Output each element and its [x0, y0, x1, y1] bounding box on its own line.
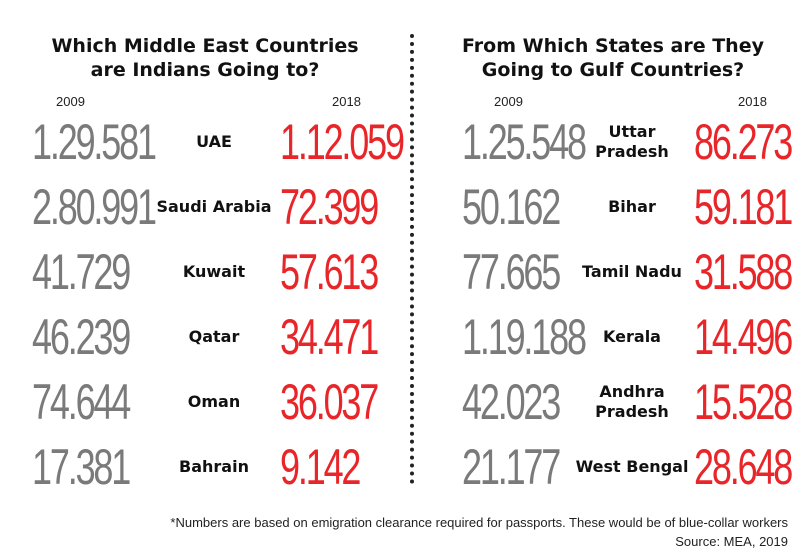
right-year-2018-header: 2018 — [738, 94, 767, 109]
source-text: Source: MEA, 2019 — [675, 534, 788, 549]
row-label: Kerala — [568, 305, 696, 369]
table-row: 21.177 West Bengal 28.648 — [418, 435, 803, 499]
row-label-line: Kerala — [603, 327, 661, 346]
row-label-line: UAE — [196, 132, 232, 151]
right-year-2009-header: 2009 — [494, 94, 523, 109]
row-label-line: Pradesh — [595, 142, 669, 161]
value-2018: 9.142 — [280, 439, 361, 495]
row-label: Bahrain — [150, 435, 278, 499]
row-label-line: Bihar — [608, 197, 656, 216]
footnote: *Numbers are based on emigration clearan… — [20, 513, 788, 551]
row-label-line: Kuwait — [182, 262, 246, 281]
value-2009: 17.381 — [32, 439, 131, 495]
right-title-line-2: Going to Gulf Countries? — [481, 59, 745, 81]
row-label: Andhra Pradesh — [568, 370, 696, 434]
value-2009: 46.239 — [32, 309, 131, 365]
left-year-2018-header: 2018 — [332, 94, 361, 109]
table-row: 41.729 Kuwait 57.613 — [10, 240, 400, 304]
value-2009: 50.162 — [462, 179, 561, 235]
row-label-line: Qatar — [188, 327, 240, 346]
row-label: UAE — [150, 110, 278, 174]
value-2018: 86.273 — [694, 114, 793, 170]
dotted-divider — [410, 34, 414, 484]
row-label-line: West Bengal — [575, 457, 689, 476]
row-label-line: Pradesh — [595, 402, 669, 421]
right-table-title: From Which States are They Going to Gulf… — [418, 34, 803, 82]
table-row: 1.19.188 Kerala 14.496 — [418, 305, 803, 369]
left-title-line-1: Which Middle East Countries — [51, 35, 359, 57]
table-row: 17.381 Bahrain 9.142 — [10, 435, 400, 499]
row-label: Saudi Arabia — [150, 175, 278, 239]
value-2018: 57.613 — [280, 244, 379, 300]
left-year-2009-header: 2009 — [56, 94, 85, 109]
value-2018: 28.648 — [694, 439, 793, 495]
table-row: 1.29.581 UAE 1.12.059 — [10, 110, 405, 174]
row-label-line: Uttar — [608, 122, 656, 141]
row-label-line: Tamil Nadu — [582, 262, 682, 281]
value-2009: 2.80.991 — [32, 179, 157, 235]
table-row: 50.162 Bihar 59.181 — [418, 175, 803, 239]
right-title-line-1: From Which States are They — [462, 35, 764, 57]
value-2018: 72.399 — [280, 179, 379, 235]
value-2009: 21.177 — [462, 439, 561, 495]
table-row: 2.80.991 Saudi Arabia 72.399 — [10, 175, 400, 239]
table-row: 77.665 Tamil Nadu 31.588 — [418, 240, 803, 304]
right-table-panel: From Which States are They Going to Gulf… — [418, 0, 803, 500]
row-label-line: Oman — [187, 392, 241, 411]
value-2018: 34.471 — [280, 309, 379, 365]
left-title-line-2: are Indians Going to? — [90, 59, 320, 81]
value-2009: 1.19.188 — [462, 309, 587, 365]
table-row: 42.023 Andhra Pradesh 15.528 — [418, 370, 803, 434]
table-row: 1.25.548 Uttar Pradesh 86.273 — [418, 110, 803, 174]
value-2009: 1.25.548 — [462, 114, 587, 170]
row-label: Tamil Nadu — [568, 240, 696, 304]
row-label-line: Andhra — [599, 382, 665, 401]
table-row: 74.644 Oman 36.037 — [10, 370, 400, 434]
left-table-panel: Which Middle East Countries are Indians … — [10, 0, 405, 500]
value-2009: 74.644 — [32, 374, 131, 430]
row-label-line: Bahrain — [179, 457, 249, 476]
value-2009: 42.023 — [462, 374, 561, 430]
value-2009: 1.29.581 — [32, 114, 157, 170]
row-label: Kuwait — [150, 240, 278, 304]
value-2018: 1.12.059 — [280, 114, 405, 170]
row-label: West Bengal — [568, 435, 696, 499]
value-2018: 59.181 — [694, 179, 793, 235]
value-2018: 31.588 — [694, 244, 793, 300]
row-label: Bihar — [568, 175, 696, 239]
row-label: Oman — [150, 370, 278, 434]
table-row: 46.239 Qatar 34.471 — [10, 305, 400, 369]
value-2018: 15.528 — [694, 374, 793, 430]
value-2009: 41.729 — [32, 244, 131, 300]
value-2009: 77.665 — [462, 244, 561, 300]
footnote-text: *Numbers are based on emigration clearan… — [170, 515, 788, 530]
row-label: Uttar Pradesh — [568, 110, 696, 174]
left-table-title: Which Middle East Countries are Indians … — [10, 34, 400, 82]
value-2018: 14.496 — [694, 309, 793, 365]
row-label-line: Saudi Arabia — [156, 197, 272, 216]
value-2018: 36.037 — [280, 374, 379, 430]
row-label: Qatar — [150, 305, 278, 369]
